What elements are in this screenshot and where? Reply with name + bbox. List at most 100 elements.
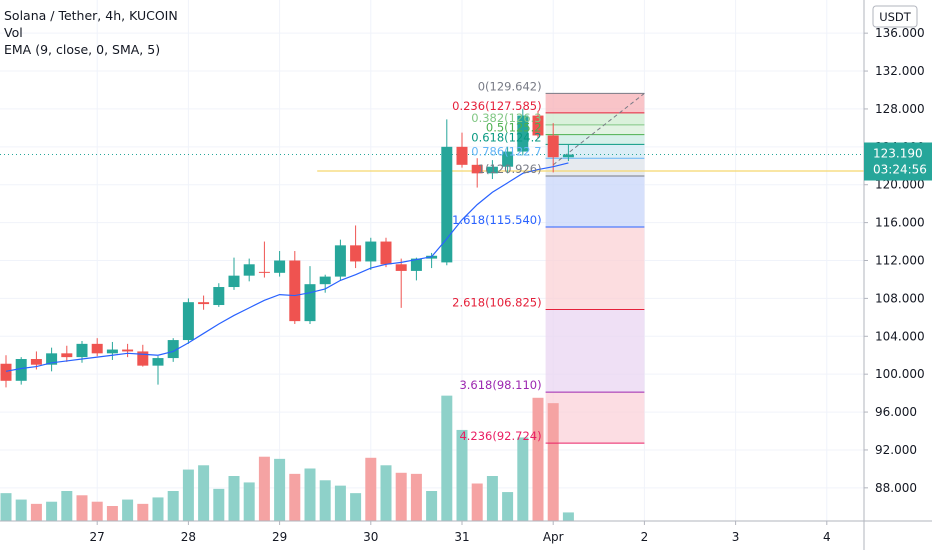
candle-body: [441, 146, 453, 263]
fib-level-label: 1.618(115.540): [452, 213, 541, 227]
fib-level-label: 1(120.926): [478, 162, 542, 176]
candle-body: [395, 264, 407, 271]
candle-body: [182, 302, 194, 341]
volume-bar: [562, 512, 574, 521]
candle-body: [274, 260, 286, 273]
time-tick-label: 30: [363, 530, 378, 544]
candle-body: [61, 353, 73, 358]
candle-body: [30, 359, 42, 365]
volume-bar: [76, 495, 88, 521]
candle-body: [350, 245, 362, 262]
price-tick-label: 92.000: [875, 443, 917, 457]
legend-volume[interactable]: Vol: [4, 25, 23, 40]
fib-level-label: 0.618(124.2: [471, 130, 541, 144]
time-tick-label: 31: [454, 530, 469, 544]
fib-zone: [545, 112, 645, 125]
support-line-group: [0, 154, 864, 172]
candle-body: [198, 302, 210, 305]
candle-body: [380, 241, 392, 265]
grid: [0, 0, 864, 521]
time-tick-label: 2: [641, 530, 649, 544]
candle-body: [228, 275, 240, 288]
candle-body: [532, 115, 544, 136]
fib-zone: [545, 175, 645, 227]
candle-body: [502, 151, 514, 167]
candle-body: [137, 351, 149, 366]
fib-retracement[interactable]: [545, 92, 645, 444]
candle-body: [258, 271, 270, 273]
volume-bar: [426, 491, 438, 521]
volume-bar: [137, 503, 149, 521]
price-tick-label: 112.000: [875, 254, 925, 268]
fib-level-label: 2.618(106.825): [452, 296, 541, 310]
fib-level-label: 0.5(125.2: [486, 121, 542, 135]
volume-bar: [365, 457, 377, 521]
price-tick-label: 88.000: [875, 481, 917, 495]
volume-bar: [15, 499, 27, 521]
price-tick-label: 96.000: [875, 405, 917, 419]
legend: Solana / Tether, 4h, KUCOIN Vol EMA (9, …: [4, 7, 178, 58]
fib-zone: [545, 124, 645, 135]
fib-zone: [545, 158, 645, 176]
volume-bar: [456, 429, 468, 521]
volume-bars: [0, 395, 574, 521]
volume-bar: [122, 499, 134, 521]
fib-level-label: 0.382(126.3: [471, 111, 541, 125]
candle-body: [547, 135, 559, 158]
price-axis[interactable]: 88.000 92.000 96.000 100.000 104.000 108.000 1…: [863, 0, 925, 550]
volume-bar: [486, 476, 498, 521]
candle-body: [486, 166, 498, 174]
candle-body: [122, 349, 134, 352]
candle-body: [365, 241, 377, 262]
time-tick-label: 27: [90, 530, 105, 544]
price-tick-label: 132.000: [875, 64, 925, 78]
time-tick-label: 28: [181, 530, 196, 544]
fib-level-label: 3.618(98.110): [459, 378, 541, 392]
price-tick-label: 108.000: [875, 291, 925, 305]
fib-level-label: 0.786(122.7: [471, 144, 541, 158]
volume-bar: [410, 473, 422, 521]
volume-bar: [61, 491, 73, 521]
price-tick-label: 136.000: [875, 26, 925, 40]
currency-badge-label: USDT: [879, 10, 912, 24]
volume-bar: [517, 437, 529, 521]
legend-ema[interactable]: EMA (9, close, 0, SMA, 5): [4, 42, 161, 57]
fib-zone: [545, 309, 645, 393]
volume-bar: [304, 468, 316, 521]
time-tick-label: 4: [823, 530, 831, 544]
candle-body: [456, 146, 468, 165]
volume-bar: [532, 397, 544, 521]
time-axis[interactable]: 27 28 29 30 31 Apr 2 3 4: [0, 520, 932, 544]
candle-body: [289, 260, 301, 322]
volume-bar: [471, 483, 483, 521]
price-badge-price: 123.190: [873, 147, 923, 161]
candle-body: [46, 353, 58, 365]
candle-body: [243, 264, 255, 276]
price-tick-label: 100.000: [875, 367, 925, 381]
candle-body: [15, 359, 27, 381]
candle-body: [213, 287, 225, 306]
volume-bar: [46, 501, 58, 521]
ema-line: [5, 162, 569, 372]
candle-body: [91, 343, 103, 354]
candle-body: [0, 363, 12, 381]
fib-zone: [545, 392, 645, 444]
badges: USDT 123.190 03:24:56: [864, 5, 932, 181]
time-tick-label: 3: [732, 530, 740, 544]
candle-body: [410, 258, 422, 271]
volume-bar: [380, 465, 392, 521]
fib-fill-zones: [545, 93, 645, 444]
candle-body: [319, 276, 331, 285]
volume-bar: [350, 493, 362, 521]
volume-bar: [395, 472, 407, 521]
volume-bar: [258, 456, 270, 521]
legend-symbol[interactable]: Solana / Tether, 4h, KUCOIN: [4, 8, 178, 23]
volume-bar: [334, 485, 346, 521]
fib-trend-line[interactable]: [552, 92, 645, 166]
volume-bar: [198, 465, 210, 521]
price-badge-countdown: 03:24:56: [873, 163, 927, 177]
currency-badge[interactable]: [872, 5, 918, 28]
candles: [0, 108, 574, 388]
